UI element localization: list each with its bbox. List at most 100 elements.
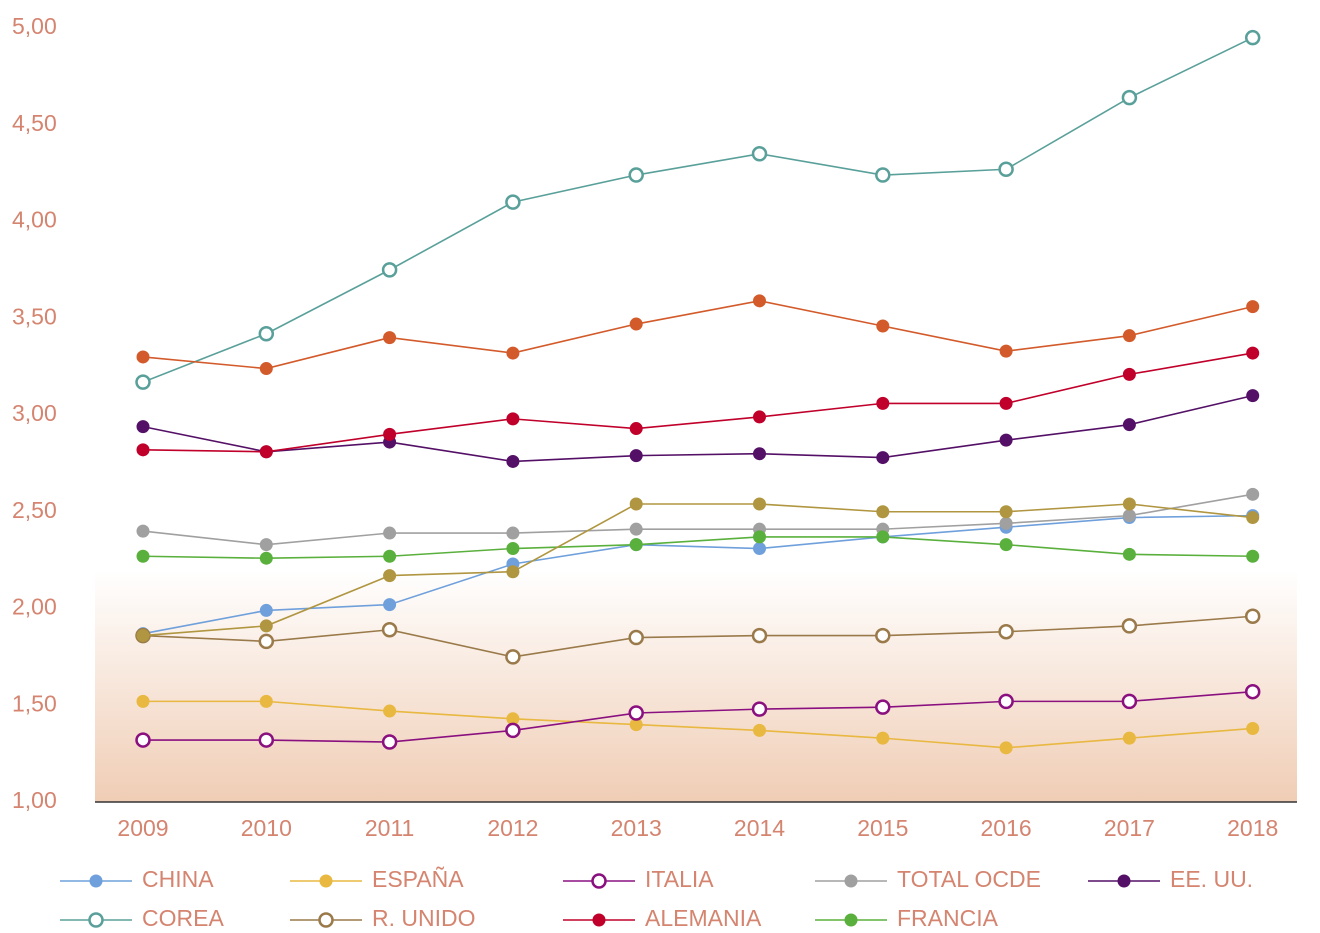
data-point [751, 627, 768, 644]
data-point [876, 505, 890, 519]
data-point [753, 497, 766, 511]
data-point [999, 538, 1013, 552]
data-point [753, 294, 766, 308]
data-point [751, 146, 768, 162]
series-line [142, 514, 1253, 635]
legend-marker [592, 913, 606, 927]
data-point [753, 410, 766, 424]
data-point [136, 443, 150, 457]
data-point [1246, 346, 1260, 360]
data-point [136, 549, 150, 563]
data-point [506, 565, 520, 579]
legend-label: ALEMANIA [645, 905, 762, 931]
series-line [142, 615, 1253, 658]
data-point [876, 731, 890, 745]
y-tick-label: 4,00 [12, 207, 57, 233]
y-tick-label: 5,00 [12, 13, 57, 39]
data-point [506, 542, 520, 556]
legend-marker [318, 912, 334, 928]
data-point [1244, 683, 1261, 700]
data-point [999, 396, 1013, 410]
data-point [751, 701, 768, 717]
data-point [381, 734, 398, 750]
x-tick-label: 2010 [241, 815, 292, 841]
legend-marker [844, 874, 858, 888]
data-point [1246, 389, 1260, 403]
data-point [999, 741, 1013, 755]
data-point [136, 420, 150, 434]
legend-label: FRANCIA [897, 905, 999, 931]
series-line [143, 690, 1253, 743]
data-point [1121, 89, 1138, 106]
y-tick-label: 3,50 [12, 303, 57, 329]
data-point [1122, 731, 1136, 745]
y-tick-label: 1,00 [12, 787, 57, 813]
data-point [876, 451, 890, 465]
y-tick-label: 2,00 [12, 594, 57, 620]
data-point [999, 433, 1013, 447]
data-point [259, 551, 273, 565]
data-point [258, 325, 275, 342]
legend-marker [844, 913, 858, 927]
legend-label: CHINA [142, 866, 214, 892]
legend-label: EE. UU. [1170, 866, 1253, 892]
series-line [143, 700, 1253, 749]
data-point [506, 412, 520, 426]
y-tick-label: 4,50 [12, 110, 57, 136]
x-tick-label: 2018 [1227, 815, 1278, 841]
data-point [629, 538, 643, 552]
series-line [142, 493, 1253, 546]
data-point [136, 350, 150, 364]
data-point [753, 542, 766, 556]
data-point [259, 694, 273, 708]
data-point [999, 505, 1013, 519]
legend-label: ESPAÑA [372, 866, 464, 892]
series-line [142, 503, 1253, 637]
series-line [142, 36, 1254, 383]
data-point [629, 497, 643, 511]
data-point [258, 633, 275, 650]
data-point [998, 161, 1014, 178]
data-point [258, 732, 275, 748]
data-point [1122, 329, 1136, 343]
x-tick-label: 2014 [734, 815, 785, 841]
data-point [381, 622, 398, 638]
y-tick-label: 2,50 [12, 497, 57, 523]
legend-marker [88, 912, 104, 928]
data-point [383, 526, 397, 540]
data-point [505, 649, 521, 665]
data-point [875, 627, 891, 644]
data-point [259, 445, 273, 459]
data-point [1246, 721, 1260, 735]
data-point [383, 704, 397, 718]
data-point [875, 167, 891, 183]
data-point [383, 598, 397, 612]
x-tick-label: 2015 [857, 815, 908, 841]
data-point [505, 722, 521, 739]
data-point [753, 447, 766, 461]
data-point [629, 522, 643, 536]
data-point [999, 516, 1013, 530]
data-point [259, 362, 273, 376]
data-point [999, 344, 1013, 358]
data-point [1246, 487, 1260, 501]
data-point [876, 530, 890, 544]
x-tick-label: 2017 [1104, 815, 1155, 841]
data-point [1122, 547, 1136, 561]
legend-label: ITALIA [645, 866, 714, 892]
data-point [1246, 549, 1260, 563]
series-line [142, 394, 1253, 463]
data-point [259, 538, 273, 552]
data-point [506, 526, 520, 540]
legend-marker [319, 874, 333, 888]
data-point [998, 623, 1014, 640]
x-tick-label: 2012 [487, 815, 538, 841]
data-point [998, 693, 1014, 710]
data-point [259, 619, 273, 633]
data-point [1121, 618, 1138, 634]
data-point [136, 694, 150, 708]
x-tick-label: 2011 [365, 815, 414, 841]
legend-marker [89, 874, 103, 888]
data-point [629, 317, 643, 331]
